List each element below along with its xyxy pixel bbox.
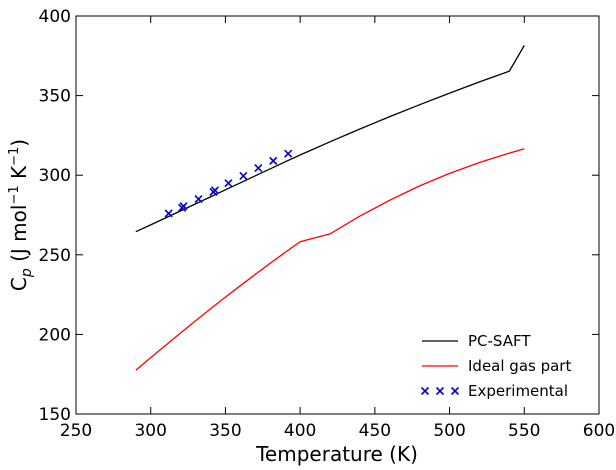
x-tick-label: 600 xyxy=(583,421,615,441)
y-tick-label: 250 xyxy=(39,246,71,266)
y-axis-title-sup2: −1 xyxy=(7,147,22,166)
x-tick-label: 500 xyxy=(433,421,465,441)
axis-tick-labels: 250 300 350 400 450 500 550 600 150 200 250 300 350 4… xyxy=(39,7,616,441)
series-layer xyxy=(135,45,525,371)
y-axis-title-sup1: −1 xyxy=(7,185,22,204)
x-axis-title: Temperature (K) xyxy=(255,442,418,466)
x-tick-label: 550 xyxy=(508,421,540,441)
legend-label: Ideal gas part xyxy=(468,357,571,375)
data-point-experimental xyxy=(194,195,203,204)
y-axis-title: Cp (J mol−1 K−1) xyxy=(7,139,35,291)
data-point-experimental xyxy=(269,156,278,165)
y-tick-label: 300 xyxy=(39,166,71,186)
y-axis-title-unit-close: ) xyxy=(7,139,31,147)
data-point-experimental xyxy=(210,186,220,195)
legend: PC-SAFT Ideal gas part Experimental xyxy=(420,332,571,400)
x-tick-label: 400 xyxy=(284,421,316,441)
legend-swatch-marker xyxy=(435,386,445,396)
y-tick-label: 400 xyxy=(39,7,71,27)
legend-label: Experimental xyxy=(468,382,568,400)
y-axis-title-unit-mid: K xyxy=(7,165,31,185)
y-tick-label: 350 xyxy=(39,87,71,107)
x-tick-label: 300 xyxy=(134,421,166,441)
y-axis-title-main: C xyxy=(7,277,31,291)
data-point-experimental xyxy=(224,179,233,188)
y-axis-title-subscript: p xyxy=(19,268,35,278)
series-line-ideal-gas-part xyxy=(135,148,525,371)
y-tick-label: 150 xyxy=(39,405,71,425)
x-tick-label: 350 xyxy=(209,421,241,441)
y-axis-title-unit-open: (J mol xyxy=(7,205,31,269)
axis-ticks xyxy=(75,15,600,415)
data-point-experimental xyxy=(284,149,293,158)
data-point-experimental xyxy=(254,163,263,173)
data-point-experimental xyxy=(179,202,188,211)
data-point-experimental xyxy=(164,209,173,218)
legend-swatch-marker xyxy=(450,386,460,396)
y-tick-label: 200 xyxy=(39,325,71,345)
x-tick-label: 450 xyxy=(359,421,391,441)
legend-swatch-marker xyxy=(420,386,430,396)
data-point-experimental xyxy=(239,171,248,181)
legend-label: PC-SAFT xyxy=(468,332,531,350)
x-tick-label: 250 xyxy=(60,421,92,441)
